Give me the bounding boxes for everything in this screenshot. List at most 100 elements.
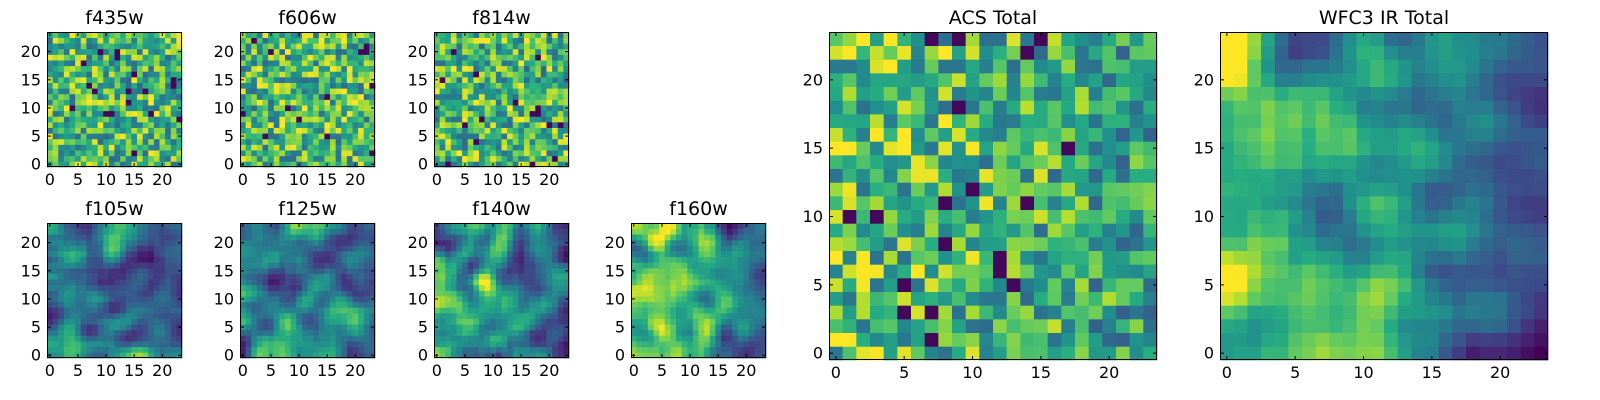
- heatmap-cell: [642, 245, 649, 252]
- heatmap-cell: [125, 284, 132, 291]
- heatmap-cell: [125, 268, 132, 274]
- heatmap-cell: [842, 127, 857, 142]
- heatmap-cell: [473, 43, 480, 50]
- heatmap-cell: [296, 54, 303, 61]
- heatmap-cell: [938, 168, 953, 183]
- heatmap-cell: [324, 341, 331, 348]
- heatmap-cell: [1020, 73, 1035, 88]
- heatmap-cell: [313, 105, 320, 112]
- heatmap-cell: [114, 110, 121, 117]
- heatmap-cell: [86, 150, 93, 157]
- heatmap-cell: [743, 234, 750, 241]
- x-tick-label: 5: [657, 361, 667, 380]
- heatmap-cell: [125, 234, 132, 241]
- heatmap-cell: [313, 32, 320, 38]
- heatmap-cell: [473, 256, 480, 263]
- heatmap-cell: [529, 105, 536, 112]
- heatmap-cell: [142, 284, 149, 291]
- heatmap-cell: [557, 133, 564, 140]
- heatmap-cell: [721, 251, 727, 258]
- heatmap-cell: [103, 324, 110, 331]
- heatmap-cell: [369, 54, 376, 61]
- heatmap-cell: [552, 122, 559, 128]
- heatmap-cell: [114, 150, 121, 157]
- heatmap-cell: [52, 116, 59, 123]
- heatmap-cell: [979, 32, 994, 47]
- heatmap-cell: [473, 77, 480, 83]
- heatmap-cell: [535, 71, 542, 78]
- heatmap-cell: [495, 296, 502, 303]
- heatmap-cell: [473, 133, 480, 140]
- heatmap-cell: [335, 239, 342, 246]
- heatmap-cell: [1088, 250, 1103, 265]
- heatmap-cell: [125, 346, 132, 353]
- heatmap-cell: [92, 307, 98, 314]
- heatmap-cell: [546, 37, 553, 44]
- heatmap-cell: [715, 234, 722, 241]
- heatmap-cell: [1143, 86, 1158, 101]
- heatmap-cell: [842, 278, 857, 293]
- heatmap-cell: [120, 262, 127, 269]
- heatmap-cell: [687, 318, 694, 325]
- heatmap-cell: [512, 234, 519, 241]
- heatmap-cell: [653, 335, 660, 342]
- heatmap-cell: [552, 77, 559, 83]
- heatmap-cell: [450, 273, 457, 280]
- heatmap-cell: [176, 301, 183, 308]
- heatmap-cell: [1020, 45, 1035, 60]
- heatmap-cell: [518, 65, 525, 72]
- heatmap-cell: [529, 54, 536, 61]
- heatmap-cell: [148, 352, 155, 359]
- heatmap-cell: [664, 228, 671, 235]
- heatmap-cell: [58, 279, 65, 286]
- heatmap-cell: [1466, 346, 1481, 361]
- heatmap-cell: [251, 262, 258, 269]
- heatmap-cell: [450, 133, 457, 140]
- heatmap-cell: [137, 127, 143, 134]
- heatmap-cell: [335, 284, 342, 291]
- heatmap-cell: [58, 284, 65, 291]
- heatmap-cell: [142, 127, 149, 134]
- heatmap-cell: [176, 99, 183, 106]
- heatmap-cell: [829, 223, 844, 238]
- heatmap-cell: [1088, 168, 1103, 183]
- heatmap-cell: [103, 329, 110, 336]
- heatmap-cell: [1075, 100, 1090, 115]
- heatmap-cell: [75, 43, 82, 50]
- heatmap-cell: [670, 290, 677, 297]
- heatmap-cell: [153, 93, 160, 100]
- heatmap-cell: [148, 324, 155, 331]
- heatmap-cell: [557, 324, 564, 331]
- heatmap-cell: [330, 161, 336, 168]
- heatmap-cell: [125, 116, 132, 123]
- heatmap-cell: [445, 99, 452, 106]
- heatmap-cell: [445, 110, 452, 117]
- heatmap-cell: [883, 127, 898, 142]
- heatmap-cell: [245, 290, 252, 297]
- heatmap-cell: [176, 234, 183, 241]
- heatmap-cell: [1356, 291, 1371, 306]
- heatmap-cell: [142, 155, 149, 162]
- heatmap-cell: [501, 43, 508, 50]
- heatmap-cell: [434, 116, 440, 123]
- heatmap-cell: [952, 182, 967, 197]
- heatmap-cell: [285, 239, 291, 246]
- heatmap-cell: [240, 346, 246, 353]
- x-tick-label: 5: [266, 361, 276, 380]
- heatmap-cell: [698, 296, 705, 303]
- heatmap-cell: [69, 335, 76, 342]
- heatmap-cell: [251, 127, 258, 134]
- heatmap-cell: [524, 138, 530, 145]
- heatmap-cell: [63, 71, 70, 78]
- heatmap-cell: [268, 296, 275, 303]
- heatmap-cell: [92, 144, 98, 151]
- heatmap-cell: [1384, 305, 1399, 320]
- heatmap-cell: [479, 116, 485, 123]
- heatmap-cell: [58, 37, 65, 44]
- heatmap-cell: [251, 245, 258, 252]
- heatmap-cell: [142, 43, 149, 50]
- heatmap-cell: [938, 346, 953, 361]
- heatmap-cell: [938, 291, 953, 306]
- heatmap-cell: [47, 346, 53, 353]
- heatmap-cell: [1129, 250, 1144, 265]
